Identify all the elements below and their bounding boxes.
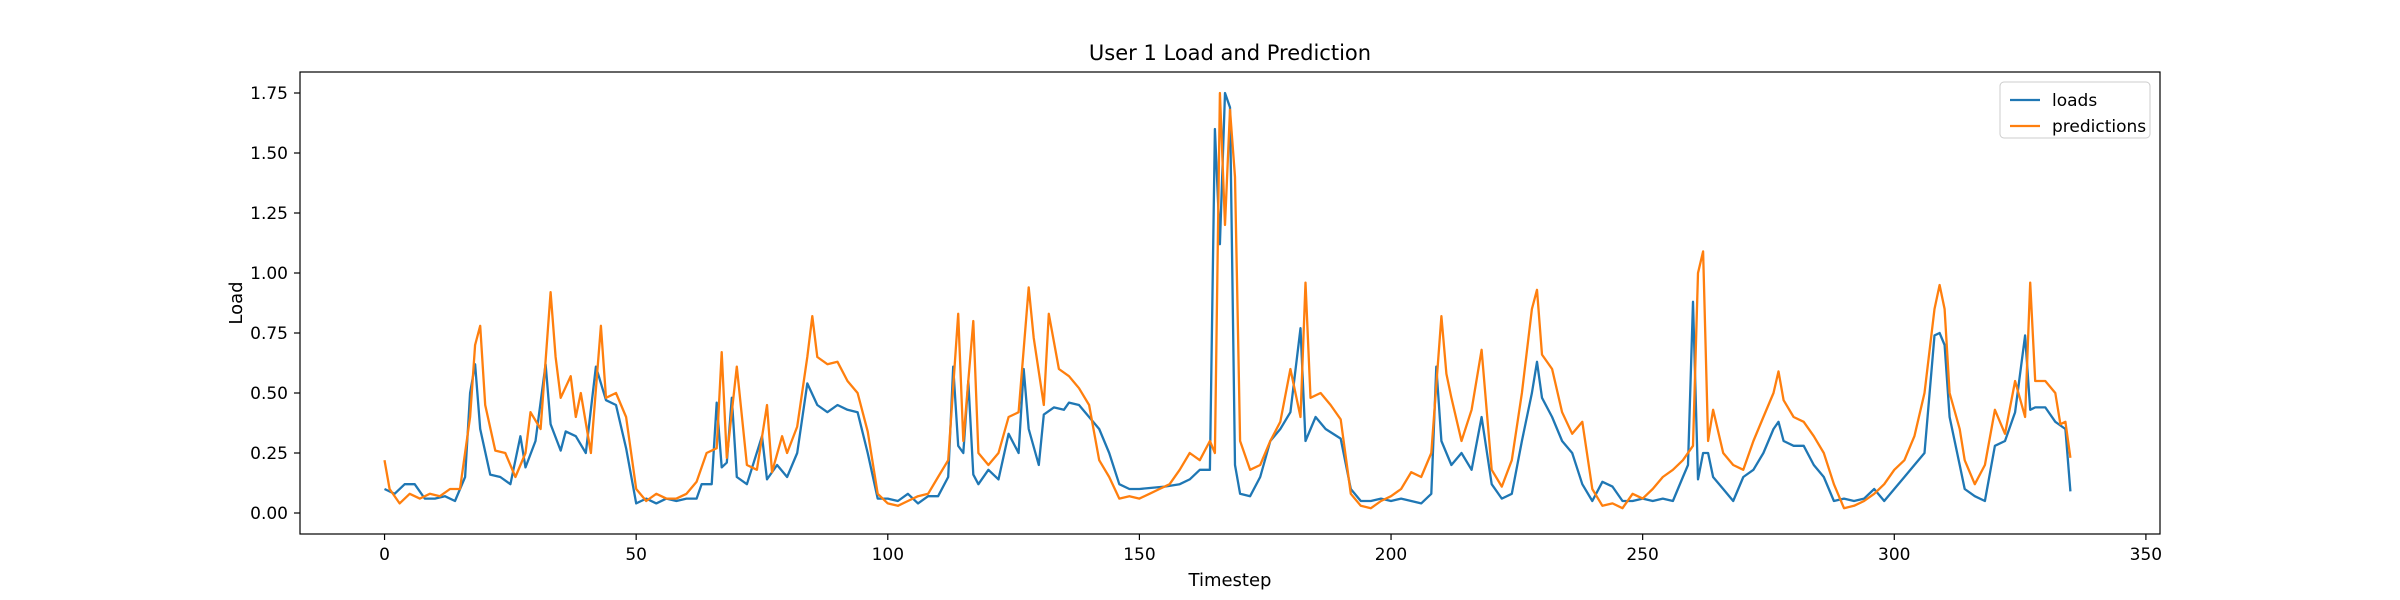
x-tick-label: 100 xyxy=(872,545,904,565)
legend-label-loads: loads xyxy=(2052,91,2097,111)
x-tick-label: 0 xyxy=(379,545,390,565)
x-tick-label: 350 xyxy=(2130,545,2162,565)
x-axis-label: Timestep xyxy=(1188,570,1272,591)
y-tick-label: 0.00 xyxy=(250,504,288,524)
x-tick-label: 300 xyxy=(1878,545,1910,565)
x-axis: 0 50 100 150 200 250 300 350 xyxy=(379,534,2162,565)
y-tick-label: 1.50 xyxy=(250,144,288,164)
y-tick-label: 1.25 xyxy=(250,204,288,224)
legend-label-predictions: predictions xyxy=(2052,117,2146,137)
y-tick-label: 0.25 xyxy=(250,444,288,464)
y-tick-label: 1.75 xyxy=(250,84,288,104)
y-tick-label: 1.00 xyxy=(250,264,288,284)
x-tick-label: 50 xyxy=(625,545,647,565)
plot-area xyxy=(299,71,2161,535)
legend-box xyxy=(1999,81,2151,139)
y-tick-label: 0.75 xyxy=(250,324,288,344)
series-layer xyxy=(383,91,2072,510)
x-tick-label: 250 xyxy=(1626,545,1658,565)
series-line-predictions xyxy=(383,91,2072,510)
y-axis-label: Load xyxy=(226,281,247,324)
legend: loads predictions xyxy=(1999,81,2151,139)
y-axis: 0.00 0.25 0.50 0.75 1.00 1.25 1.50 1.75 xyxy=(250,84,300,524)
x-tick-label: 150 xyxy=(1123,545,1155,565)
series-line-loads xyxy=(384,91,2072,505)
x-tick-label: 200 xyxy=(1375,545,1407,565)
chart-title: User 1 Load and Prediction xyxy=(1089,41,1371,65)
y-tick-label: 0.50 xyxy=(250,384,288,404)
